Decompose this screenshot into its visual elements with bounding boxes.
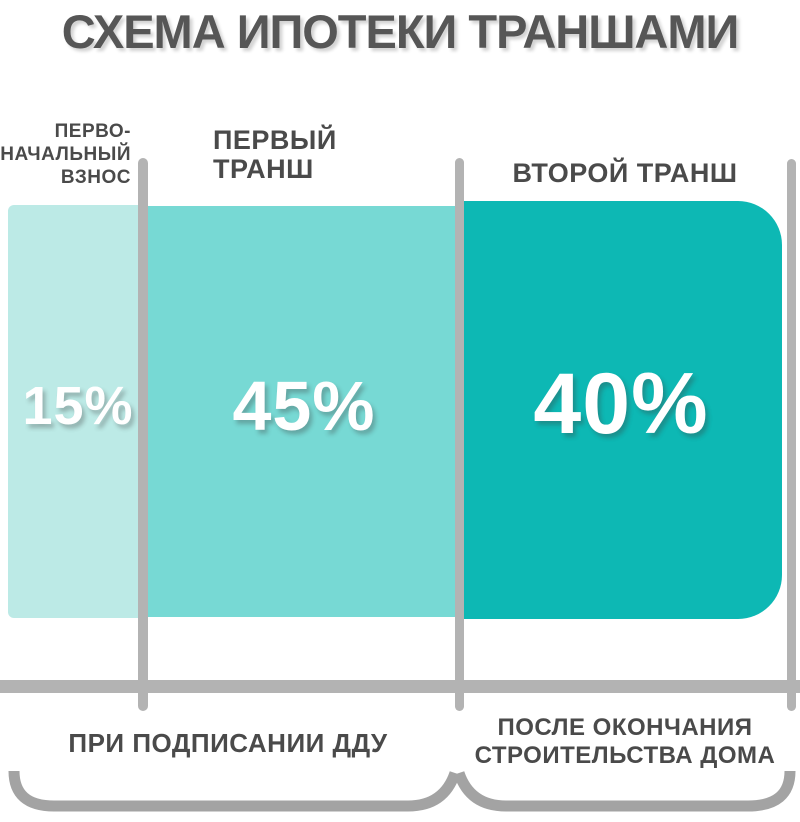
divider-line-right (787, 159, 796, 711)
stage-label-after-construction: ПОСЛЕ ОКОНЧАНИЯ СТРОИТЕЛЬСТВА ДОМА (474, 714, 776, 769)
segment-value-first-tranche: 45% (232, 366, 376, 445)
segment-value-initial-payment: 15% (22, 375, 134, 436)
page-title: СХЕМА ИПОТЕКИ ТРАНШАМИ (61, 5, 740, 58)
timeline-line (0, 680, 800, 693)
stage-bracket-right (453, 770, 796, 812)
segment-label-initial-payment: ПЕРВО- НАЧАЛЬНЫЙ ВЗНОС (0, 121, 131, 188)
segment-band-first-tranche: 45% (148, 206, 460, 617)
segment-label-second-tranche: ВТОРОЙ ТРАНШ (512, 158, 738, 188)
segment-band-second-tranche: 40% (460, 201, 782, 619)
stage-label-signing-ddu: ПРИ ПОДПИСАНИИ ДДУ (68, 728, 388, 758)
stage-brackets (8, 770, 796, 812)
segment-label-first-tranche: ПЕРВЫЙ ТРАНШ (213, 125, 337, 184)
stage-bracket-left (8, 770, 461, 812)
segment-band-initial-payment: 15% (8, 205, 148, 618)
segment-value-second-tranche: 40% (533, 355, 709, 452)
divider-line-middle (455, 158, 464, 711)
divider-line-left (138, 158, 148, 711)
